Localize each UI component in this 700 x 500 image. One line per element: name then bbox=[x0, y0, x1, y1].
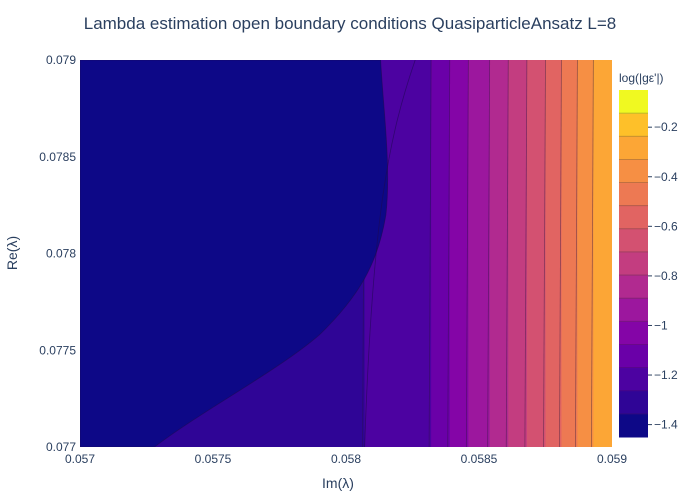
contour-line bbox=[364, 60, 416, 447]
contour-line bbox=[465, 60, 469, 447]
y-tick-label: 0.0785 bbox=[39, 150, 76, 164]
colorbar-tick-label: −1.2 bbox=[654, 368, 678, 382]
colorbar-swatch bbox=[619, 344, 648, 369]
y-tick-label: 0.078 bbox=[46, 247, 76, 261]
y-axis-ticks: 0.077 0.0775 0.078 0.0785 0.079 bbox=[39, 53, 76, 454]
x-tick-label: 0.0585 bbox=[461, 452, 498, 466]
x-axis-title: Im(λ) bbox=[322, 475, 354, 491]
colorbar-swatch bbox=[619, 90, 648, 114]
colorbar-swatch bbox=[619, 205, 648, 230]
x-tick-label: 0.0575 bbox=[195, 452, 232, 466]
contour-line bbox=[575, 60, 578, 447]
contour-line bbox=[559, 60, 562, 447]
contour-line bbox=[524, 60, 528, 447]
chart-title: Lambda estimation open boundary conditio… bbox=[84, 14, 617, 33]
colorbar-swatch bbox=[619, 275, 648, 299]
contour-line bbox=[543, 60, 546, 447]
colorbar-swatch bbox=[619, 321, 648, 345]
colorbar-swatch bbox=[619, 228, 648, 253]
colorbar-tick-label: −1 bbox=[654, 318, 668, 332]
x-axis-ticks: 0.057 0.0575 0.058 0.0585 0.059 bbox=[65, 452, 627, 466]
colorbar-tick-label: −0.8 bbox=[654, 269, 678, 283]
colorbar-ticks: −0.2 −0.4 −0.6 −0.8 −1 −1.2 −1.4 bbox=[648, 120, 678, 432]
contour-line bbox=[505, 60, 509, 447]
y-tick-label: 0.0775 bbox=[39, 343, 76, 357]
y-tick-label: 0.079 bbox=[46, 53, 76, 67]
colorbar-swatch bbox=[619, 413, 648, 438]
colorbar-tick-label: −0.6 bbox=[654, 219, 678, 233]
colorbar-tick-label: −0.2 bbox=[654, 120, 678, 134]
colorbar-tick-label: −1.4 bbox=[654, 418, 678, 432]
colorbar bbox=[619, 90, 648, 438]
contour-band bbox=[593, 60, 612, 447]
colorbar-swatch bbox=[619, 136, 648, 160]
colorbar-swatch bbox=[619, 113, 648, 137]
plot-area[interactable] bbox=[80, 60, 614, 447]
contour-line bbox=[590, 60, 594, 447]
colorbar-tick-label: −0.4 bbox=[654, 170, 678, 184]
contour-line bbox=[487, 60, 491, 447]
colorbar-swatch bbox=[619, 298, 648, 322]
y-tick-label: 0.077 bbox=[46, 440, 76, 454]
colorbar-title: log(|gε'|) bbox=[619, 71, 664, 85]
colorbar-swatch bbox=[619, 182, 648, 207]
x-tick-label: 0.059 bbox=[597, 452, 627, 466]
contour-band bbox=[80, 60, 389, 447]
x-tick-label: 0.058 bbox=[331, 452, 361, 466]
contour-line bbox=[428, 60, 432, 447]
colorbar-swatch bbox=[619, 251, 648, 276]
colorbar-swatch bbox=[619, 390, 648, 415]
colorbar-swatch bbox=[619, 367, 648, 392]
y-axis-title: Re(λ) bbox=[4, 236, 20, 270]
x-tick-label: 0.057 bbox=[65, 452, 95, 466]
contour-line bbox=[447, 60, 451, 447]
colorbar-swatch bbox=[619, 159, 648, 184]
